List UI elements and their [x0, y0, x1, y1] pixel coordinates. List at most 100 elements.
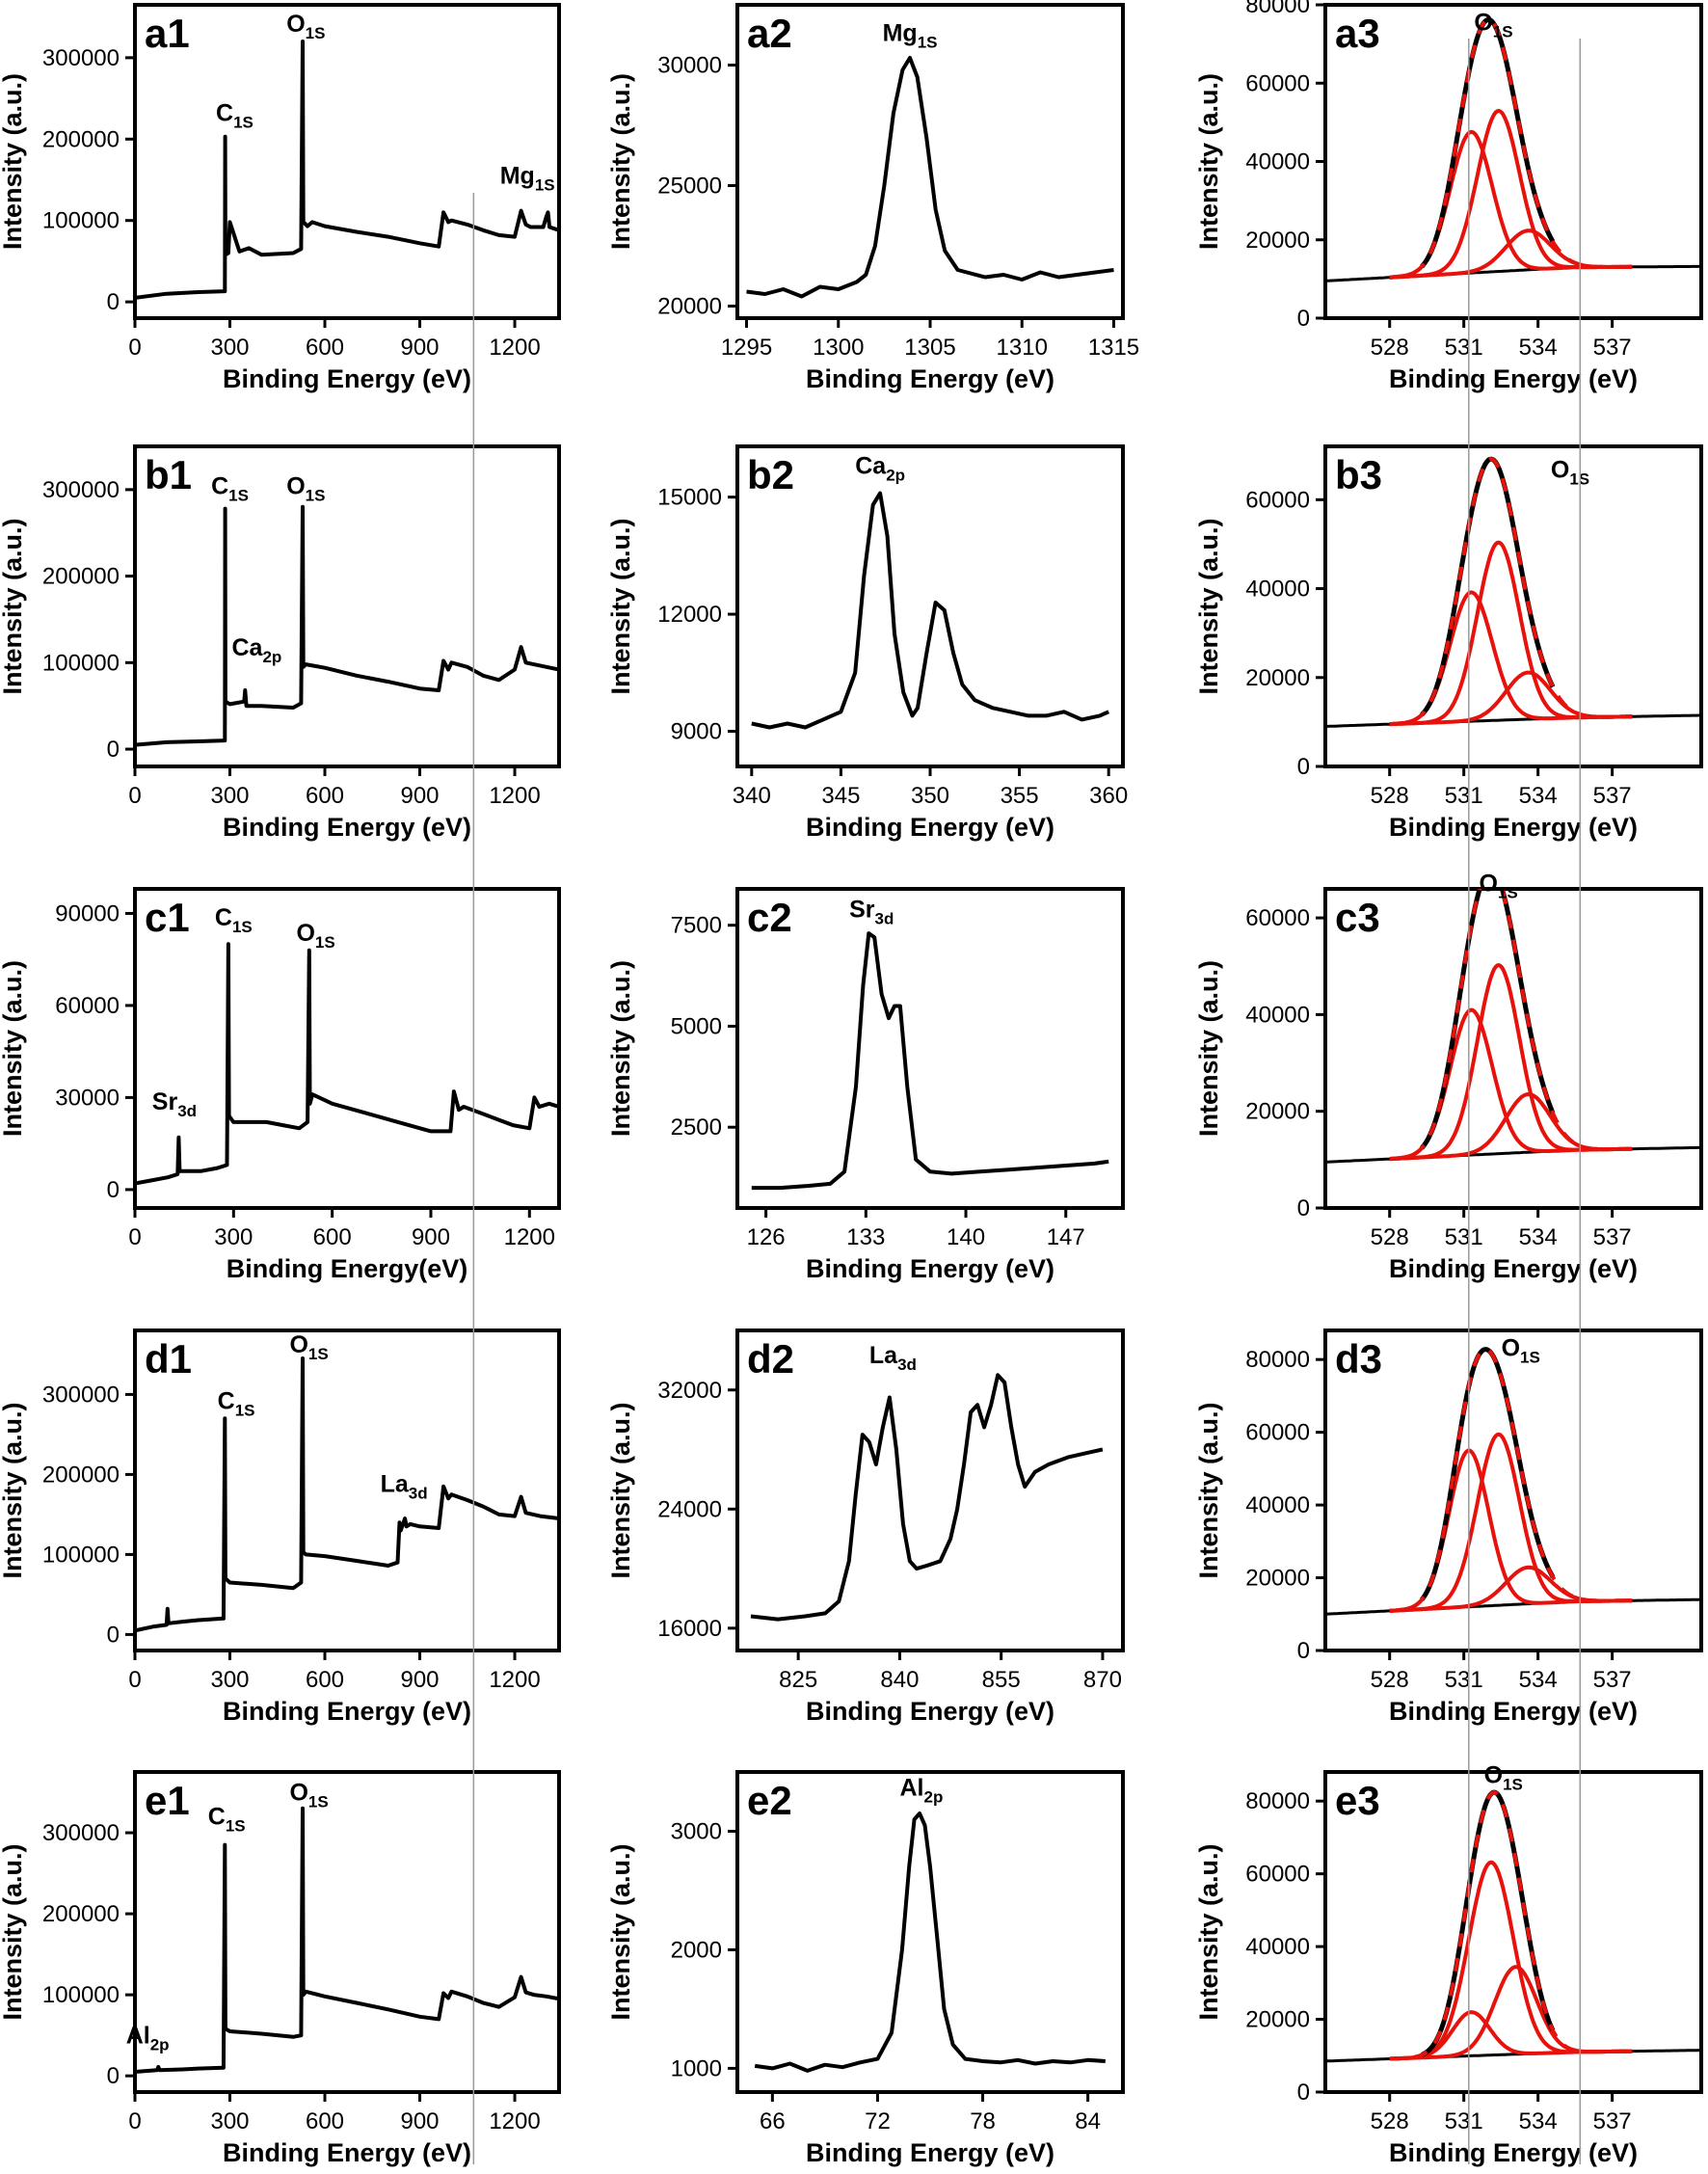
- panel-label: d1: [145, 1336, 192, 1382]
- y-tick-label: 20000: [1245, 1099, 1310, 1125]
- annotation-subscript: 1S: [228, 486, 249, 504]
- y-tick-label: 20000: [1245, 2007, 1310, 2033]
- spectrum-line: [135, 40, 559, 300]
- x-tick-label: 355: [1001, 783, 1039, 809]
- panel-label: b1: [145, 452, 192, 497]
- x-tick-label: 900: [400, 1667, 439, 1693]
- plot-area: [746, 56, 1114, 299]
- spectrum-line: [754, 1812, 1106, 2073]
- x-tick-label: 600: [313, 1224, 352, 1250]
- plot-area: [1325, 17, 1701, 282]
- x-tick-label: 0: [128, 1224, 141, 1250]
- x-tick-label: 528: [1371, 783, 1409, 809]
- annotation-element: O: [286, 11, 305, 38]
- y-axis-label: Intensity (a.u.): [606, 960, 635, 1137]
- peak-annotation: Mg1S: [883, 20, 938, 52]
- y-tick-label: 0: [1297, 1638, 1310, 1664]
- annotation-element: O: [1479, 871, 1497, 898]
- annotation-subscript: 2p: [886, 466, 905, 484]
- x-tick-label: 537: [1593, 1224, 1632, 1250]
- peak-annotation: Al2p: [126, 2023, 170, 2054]
- x-axis-label: Binding Energy (eV): [223, 813, 471, 842]
- annotation-element: C: [208, 1804, 226, 1831]
- y-tick-label: 60000: [1245, 487, 1310, 513]
- panel-b2: 340 345 350 355 360 9000 12000 15000 Binding Ene…: [606, 444, 1128, 842]
- fit-baseline: [1325, 2049, 1701, 2063]
- x-tick-label: 528: [1371, 2108, 1409, 2134]
- panel-label: a3: [1335, 11, 1380, 56]
- y-tick-label: 32000: [657, 1378, 722, 1404]
- peak-annotation: O1S: [1502, 1334, 1540, 1366]
- x-tick-label: 147: [1047, 1224, 1085, 1250]
- peak-annotation: O1S: [1551, 456, 1589, 488]
- x-tick-label: 534: [1519, 1667, 1558, 1693]
- x-tick-label: 531: [1445, 335, 1483, 361]
- x-tick-label: 537: [1593, 335, 1632, 361]
- peak-annotation: C1S: [215, 904, 253, 936]
- annotation-subscript: 3d: [409, 1485, 428, 1503]
- y-tick-label: 200000: [42, 1462, 120, 1488]
- plot-frame: [1323, 1770, 1703, 2094]
- panel-label: b2: [747, 452, 794, 497]
- y-tick-label: 25000: [657, 174, 722, 200]
- x-tick-label: 900: [400, 783, 439, 809]
- y-axis-label: Intensity (a.u.): [606, 73, 635, 250]
- panel-label: c2: [747, 895, 792, 940]
- x-tick-label: 528: [1371, 1224, 1409, 1250]
- x-tick-label: 72: [865, 2108, 891, 2134]
- fit-envelope-data: [1420, 1789, 1556, 2057]
- x-tick-label: 531: [1445, 1224, 1483, 1250]
- peak-annotation: Mg1S: [500, 163, 555, 195]
- y-tick-label: 30000: [657, 53, 722, 79]
- annotation-subscript: 1S: [1520, 1348, 1540, 1366]
- x-tick-label: 350: [911, 783, 949, 809]
- panel-label: e2: [747, 1778, 792, 1823]
- spectrum-line: [135, 942, 559, 1186]
- x-tick-label: 140: [947, 1224, 985, 1250]
- fit-envelope-data: [1420, 456, 1556, 716]
- y-tick-label: 300000: [42, 1820, 120, 1846]
- x-axis-label: Binding Energy (eV): [806, 364, 1054, 393]
- spectrum-line: [135, 504, 559, 747]
- plot-area: [135, 942, 559, 1186]
- y-axis-label: Intensity (a.u.): [1194, 73, 1223, 250]
- fit-component: [1389, 1448, 1633, 1613]
- peak-annotation: Al2p: [899, 1775, 943, 1807]
- fit-baseline: [1325, 1145, 1701, 1164]
- plot-frame: [1323, 444, 1703, 768]
- annotation-subscript: 1S: [235, 1401, 255, 1419]
- y-tick-label: 20000: [657, 294, 722, 320]
- x-axis-label: Binding Energy (eV): [223, 1697, 471, 1726]
- y-tick-label: 0: [1297, 1195, 1310, 1221]
- panel-e3: 528 531 534 537 0 20000 40000 60000 80000 Binding…: [1194, 1761, 1703, 2167]
- fit-envelope: [1389, 889, 1633, 1161]
- fit-component: [1389, 129, 1633, 280]
- x-tick-label: 360: [1089, 783, 1128, 809]
- y-tick-label: 0: [107, 737, 120, 763]
- peak-annotation: O1S: [296, 920, 334, 952]
- y-tick-label: 60000: [1245, 1420, 1310, 1446]
- fit-envelope: [1389, 17, 1633, 280]
- plot-area: [1325, 1789, 1701, 2063]
- y-tick-label: 40000: [1245, 1492, 1310, 1518]
- annotation-subscript: 2p: [923, 1788, 943, 1807]
- fit-component: [1389, 228, 1633, 280]
- plot-frame: [735, 1770, 1125, 2094]
- y-tick-label: 60000: [1245, 1862, 1310, 1888]
- annotation-element: Sr: [849, 896, 875, 923]
- y-tick-label: 20000: [1245, 1566, 1310, 1592]
- x-axis-label: Binding Energy (eV): [1389, 364, 1638, 393]
- y-tick-label: 12000: [657, 602, 722, 628]
- panel-label: d3: [1335, 1336, 1382, 1382]
- annotation-element: O: [289, 1779, 307, 1806]
- x-axis-label: Binding Energy (eV): [806, 813, 1054, 842]
- annotation-element: Sr: [152, 1088, 178, 1115]
- x-tick-label: 1300: [813, 335, 864, 361]
- x-tick-label: 1200: [504, 1224, 555, 1250]
- annotation-subscript: 1S: [226, 1817, 246, 1836]
- y-tick-label: 60000: [1245, 70, 1310, 96]
- annotation-element: O: [1551, 456, 1569, 483]
- panel-d2: 825 840 855 870 16000 24000 32000 Binding Energ…: [606, 1329, 1125, 1726]
- x-tick-label: 78: [970, 2108, 996, 2134]
- annotation-element: O: [1502, 1334, 1520, 1361]
